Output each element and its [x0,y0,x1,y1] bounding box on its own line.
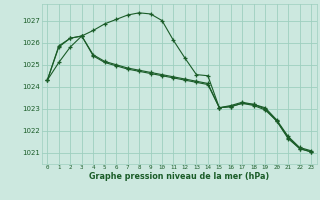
X-axis label: Graphe pression niveau de la mer (hPa): Graphe pression niveau de la mer (hPa) [89,172,269,181]
